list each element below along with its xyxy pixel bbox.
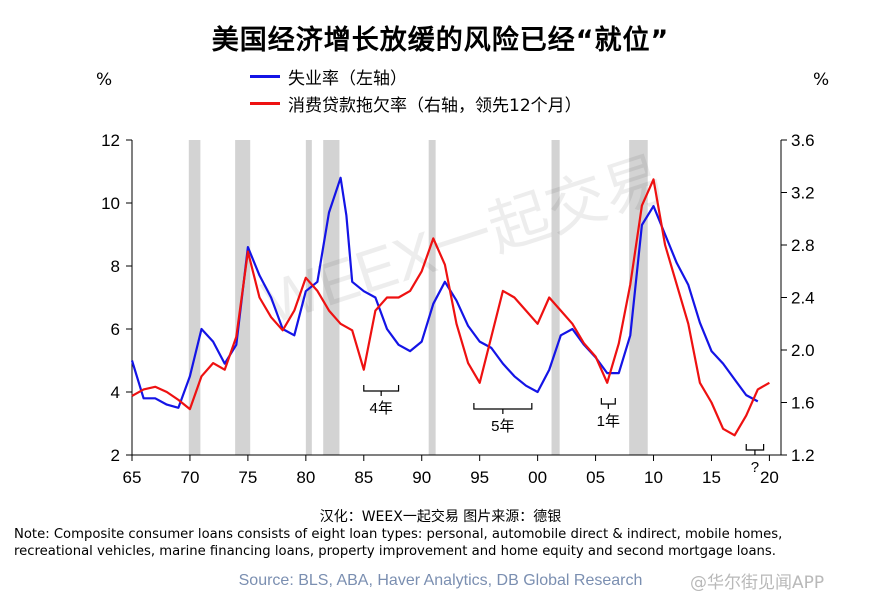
x-tick-label: 70 — [180, 468, 199, 487]
app-watermark: @华尔街见闻APP — [690, 573, 825, 593]
right-tick-label: 1.2 — [791, 446, 815, 465]
annotation-bracket — [600, 398, 616, 409]
delinquency-line — [131, 178, 770, 437]
x-tick-label: 80 — [296, 468, 315, 487]
left-tick-label: 6 — [111, 320, 120, 339]
image-credit: 汉化：WEEX一起交易 图片来源：德银 — [319, 509, 562, 525]
legend-item-unemployment: 失业率（左轴） — [250, 64, 407, 89]
x-tick-label: 75 — [238, 468, 257, 487]
x-tick-label: 90 — [412, 468, 431, 487]
annotation-bracket — [473, 403, 533, 414]
annotation-bracket — [363, 385, 400, 396]
right-tick-label: 3.6 — [791, 131, 815, 150]
legend-label-unemployment: 失业率（左轴） — [288, 69, 407, 89]
annotation-label: ? — [751, 459, 759, 476]
left-tick-label: 10 — [101, 194, 120, 213]
recession-band — [428, 140, 436, 455]
annotation-label: 5年 — [491, 418, 514, 435]
legend-swatch-unemployment — [250, 75, 280, 78]
recession-band — [188, 140, 201, 455]
left-tick-label: 4 — [111, 383, 120, 402]
right-tick-label: 2.0 — [791, 341, 815, 360]
right-tick-label: 3.2 — [791, 184, 815, 203]
x-tick-label: 95 — [470, 468, 489, 487]
right-tick-label: 1.6 — [791, 394, 815, 413]
annotation-label: 1年 — [597, 413, 620, 430]
annotation-bracket — [745, 444, 765, 455]
left-tick-label: 2 — [111, 446, 120, 465]
x-tick-label: 05 — [586, 468, 605, 487]
chart-title: 美国经济增长放缓的风险已经“就位” — [211, 25, 670, 56]
x-tick-label: 65 — [123, 468, 142, 487]
left-tick-label: 12 — [101, 131, 120, 150]
annotation-label: 4年 — [369, 400, 392, 417]
series-lines — [130, 176, 770, 437]
x-tick-label: 10 — [644, 468, 663, 487]
x-tick-label: 15 — [702, 468, 721, 487]
x-tick-label: 20 — [760, 468, 779, 487]
recession-band — [305, 140, 312, 455]
line-chart: WEEX一起交易 2 4 6 8 10 12 1.2 1.6 2.0 2.4 2.8 3.2 3.6 65… — [101, 131, 815, 487]
chart-note: Note: Composite consumer loans consists … — [14, 527, 783, 559]
right-tick-label: 2.4 — [791, 289, 815, 308]
watermark-text: WEEX一起交易 — [255, 144, 672, 336]
chart-source: Source: BLS, ABA, Haver Analytics, DB Gl… — [238, 572, 643, 589]
right-tick-label: 2.8 — [791, 236, 815, 255]
left-tick-label: 8 — [111, 257, 120, 276]
left-axis-unit: % — [96, 70, 113, 90]
legend-swatch-delinquency — [250, 102, 280, 105]
annotations: 4年 5年 1年? — [363, 385, 765, 476]
legend-item-delinquency: 消费贷款拖欠率（右轴，领先12个月） — [250, 91, 582, 116]
axes: 2 4 6 8 10 12 1.2 1.6 2.0 2.4 2.8 3.2 3.6 65 70 75 80 85 9… — [101, 131, 815, 487]
right-axis-unit: % — [813, 70, 830, 90]
x-tick-label: 85 — [354, 468, 373, 487]
recession-band — [629, 140, 648, 455]
recession-band — [551, 140, 560, 455]
x-tick-label: 00 — [528, 468, 547, 487]
legend-label-delinquency: 消费贷款拖欠率（右轴，领先12个月） — [288, 96, 582, 116]
